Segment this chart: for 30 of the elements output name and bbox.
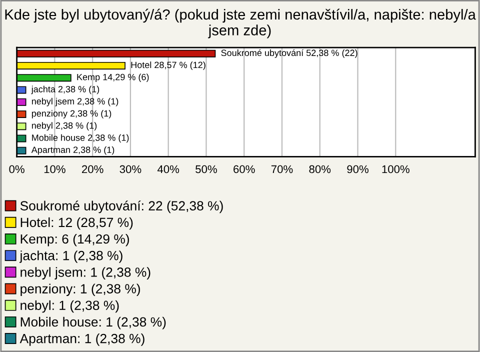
legend-label: Kemp: 6 (14,29 %)	[20, 234, 129, 246]
x-tick-label: 70%	[271, 165, 293, 174]
x-tick-label: 100%	[382, 165, 410, 174]
data-label: Soukromé ubytování 52,38 % (22)	[221, 49, 358, 58]
x-tick-label: 10%	[44, 165, 66, 174]
legend-label: penziony: 1 (2,38 %)	[20, 284, 140, 296]
legend-label: Soukromé ubytování: 22 (52,38 %)	[20, 200, 223, 214]
legend-label: Apartman: 1 (2,38 %)	[20, 334, 144, 346]
legend-label: nebyl jsem: 1 (2,38 %)	[20, 267, 150, 280]
x-tick-label: 80%	[309, 165, 331, 174]
x-tick-label: 30%	[120, 165, 142, 174]
x-tick-label: 60%	[234, 165, 255, 174]
legend-label: nebyl: 1 (2,38 %)	[20, 300, 119, 313]
data-label: jachta 2,38 % (1)	[31, 86, 100, 94]
legend-label: Hotel: 12 (28,57 %)	[20, 217, 133, 230]
x-tick-label: 90%	[347, 165, 368, 174]
legend-label: jachta: 1 (2,38 %)	[19, 250, 122, 263]
x-tick-label: 20%	[82, 165, 104, 174]
data-label: nebyl 2,38 % (1)	[32, 122, 97, 131]
x-tick-label: 50%	[196, 165, 217, 174]
data-label: nebyl jsem 2,38 % (1)	[32, 98, 118, 106]
data-label: Kemp 14,29 % (6)	[77, 74, 149, 82]
data-label: Apartman 2,38 % (1)	[31, 146, 114, 155]
data-label: Mobile house 2,38 % (1)	[32, 134, 129, 143]
legend-label: Mobile house: 1 (2,38 %)	[20, 316, 166, 330]
chart-title: Kde jste byl ubytovaný/á? (pokud jste zemi nenavštívil/a, napište: nebyl/a jsem zde)	[5, 8, 476, 38]
data-label: Hotel 28,57 % (12)	[131, 62, 206, 70]
data-label: penziony 2,38 % (1)	[32, 110, 112, 118]
x-tick-label: 40%	[157, 165, 180, 174]
x-tick-label: 0%	[9, 165, 24, 174]
